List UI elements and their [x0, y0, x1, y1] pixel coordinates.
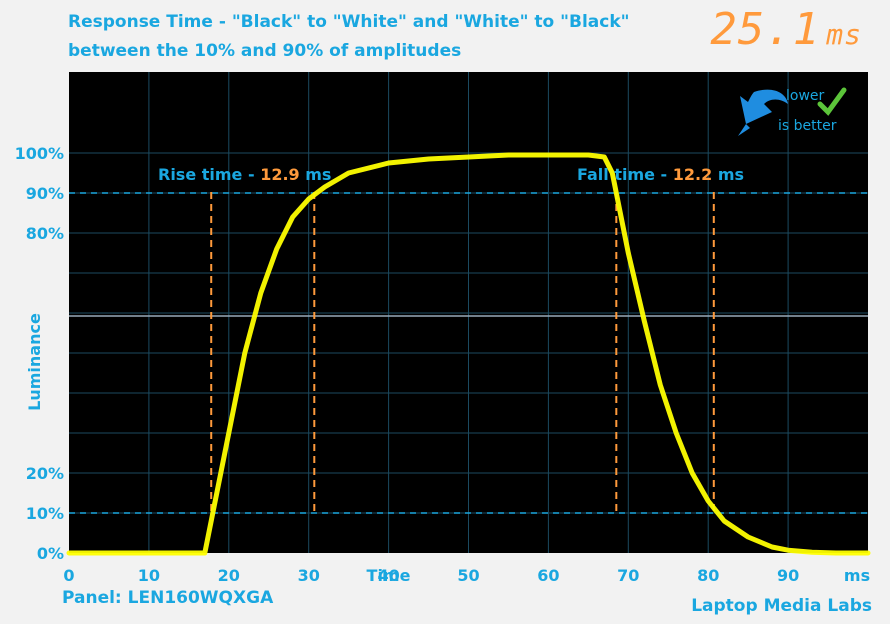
x-axis-label: Time [367, 566, 411, 585]
fall-time-label: Fall time - 12.2 ms [577, 165, 744, 184]
total-response-unit: ms [826, 18, 862, 51]
x-tick-label: 50 [457, 566, 479, 585]
fall-time-value: 12.2 [673, 165, 712, 184]
chart-title-line2: between the 10% and 90% of amplitudes [68, 41, 462, 61]
y-tick-label: 80% [26, 224, 64, 243]
x-tick-label: 70 [617, 566, 639, 585]
badge-lower-label: lower [786, 88, 825, 104]
lower-is-better-badge: lower is better [724, 84, 854, 144]
rise-time-value: 12.9 [260, 165, 299, 184]
rise-time-unit: ms [300, 165, 332, 184]
panel-label: Panel: LEN160WQXGA [62, 588, 274, 608]
total-response-value: 25.1 [710, 4, 821, 55]
badge-better-label: is better [778, 118, 837, 134]
y-tick-label: 100% [15, 144, 64, 163]
x-tick-label: 40 [377, 566, 399, 585]
down-arrow-icon [738, 87, 847, 136]
fall-label-text: Fall time - [577, 165, 673, 184]
x-axis-unit: ms [844, 566, 870, 585]
rise-label-text: Rise time - [158, 165, 260, 184]
y-axis-label: Luminance [25, 313, 44, 411]
x-tick-label: 0 [63, 566, 74, 585]
y-tick-label: 20% [26, 464, 64, 483]
luminance-trace [66, 152, 871, 556]
y-tick-label: 0% [37, 544, 64, 563]
y-tick-label: 90% [26, 184, 64, 203]
chart-title-line1: Response Time - "Black" to "White" and "… [68, 12, 630, 32]
x-tick-label: 60 [537, 566, 559, 585]
brand-label: Laptop Media Labs [691, 596, 872, 616]
total-response-time: 25.1 ms [710, 4, 862, 55]
fall-time-unit: ms [712, 165, 744, 184]
x-tick-label: 80 [697, 566, 719, 585]
x-tick-label: 30 [298, 566, 320, 585]
x-tick-label: 20 [218, 566, 240, 585]
chart-title: Response Time - "Black" to "White" and "… [68, 8, 630, 66]
y-tick-label: 10% [26, 504, 64, 523]
x-tick-label: 90 [777, 566, 799, 585]
rise-time-label: Rise time - 12.9 ms [158, 165, 331, 184]
x-tick-label: 10 [138, 566, 160, 585]
